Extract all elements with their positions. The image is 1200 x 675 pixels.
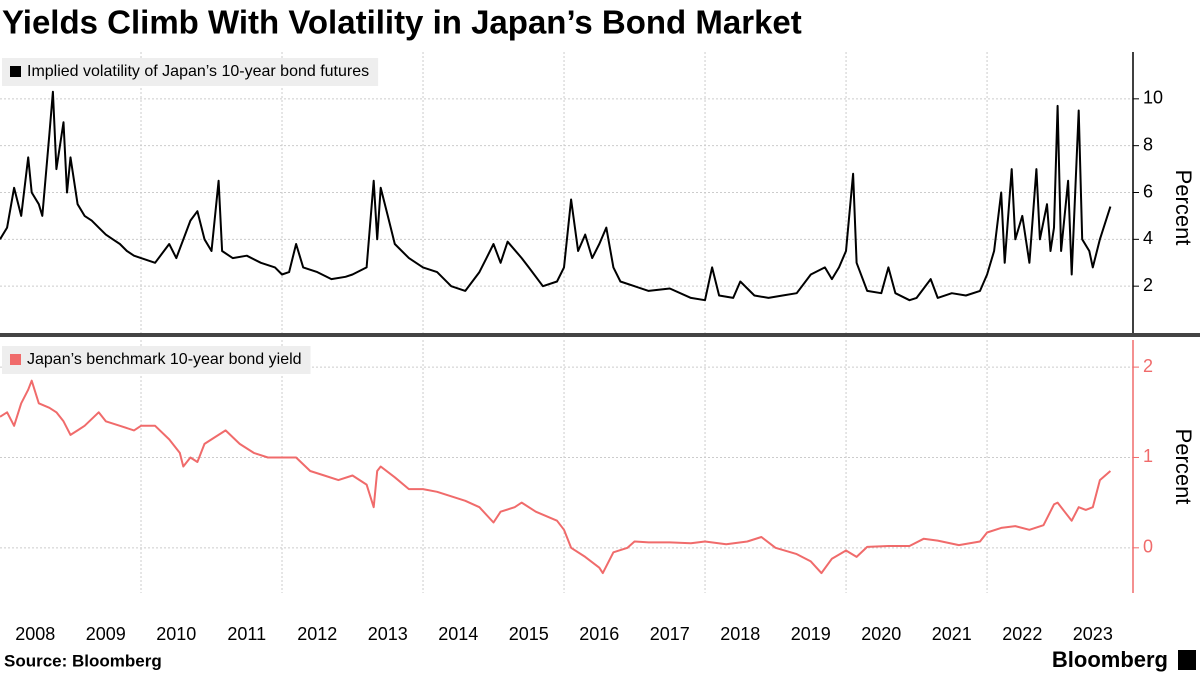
y-tick-label: 1 bbox=[1143, 446, 1153, 466]
logo-icon bbox=[1178, 650, 1196, 670]
x-tick-label: 2013 bbox=[368, 624, 408, 644]
x-tick-label: 2015 bbox=[509, 624, 549, 644]
chart-title: Yields Climb With Volatility in Japan’s … bbox=[2, 4, 802, 41]
x-tick-label: 2017 bbox=[650, 624, 690, 644]
legend-background bbox=[2, 346, 311, 374]
y-axis-title: Percent bbox=[1171, 429, 1196, 505]
legend: Japan’s benchmark 10-year bond yield bbox=[2, 346, 311, 374]
y-tick-label: 0 bbox=[1143, 537, 1153, 557]
x-tick-label: 2010 bbox=[156, 624, 196, 644]
x-tick-label: 2023 bbox=[1073, 624, 1113, 644]
logo: Bloomberg bbox=[1052, 647, 1168, 672]
x-tick-label: 2021 bbox=[932, 624, 972, 644]
y-tick-label: 6 bbox=[1143, 181, 1153, 201]
legend-label: Japan’s benchmark 10-year bond yield bbox=[27, 351, 302, 368]
x-tick-label: 2012 bbox=[297, 624, 337, 644]
source: Source: Bloomberg bbox=[4, 651, 162, 670]
panel-separator bbox=[0, 333, 1200, 337]
y-tick-label: 2 bbox=[1143, 356, 1153, 376]
x-tick-label: 2014 bbox=[438, 624, 478, 644]
x-tick-label: 2011 bbox=[227, 624, 266, 644]
legend-label: Implied volatility of Japan’s 10-year bo… bbox=[27, 63, 369, 80]
y-axis-title: Percent bbox=[1171, 170, 1196, 246]
legend-swatch bbox=[10, 66, 21, 77]
x-tick-label: 2019 bbox=[791, 624, 831, 644]
x-tick-label: 2016 bbox=[579, 624, 619, 644]
line bbox=[0, 90, 1112, 302]
legend-swatch bbox=[10, 354, 21, 365]
y-tick-label: 8 bbox=[1143, 134, 1153, 154]
y-tick-label: 2 bbox=[1143, 275, 1153, 295]
x-tick-label: 2009 bbox=[86, 624, 126, 644]
x-tick-label: 2020 bbox=[861, 624, 901, 644]
y-tick-label: 4 bbox=[1143, 228, 1153, 248]
legend-background bbox=[2, 58, 379, 86]
x-tick-label: 2022 bbox=[1002, 624, 1042, 644]
x-tick-label: 2018 bbox=[720, 624, 760, 644]
legend: Implied volatility of Japan’s 10-year bo… bbox=[2, 58, 379, 86]
line bbox=[0, 379, 1112, 575]
y-tick-label: 10 bbox=[1143, 88, 1163, 108]
x-tick-label: 2008 bbox=[15, 624, 55, 644]
